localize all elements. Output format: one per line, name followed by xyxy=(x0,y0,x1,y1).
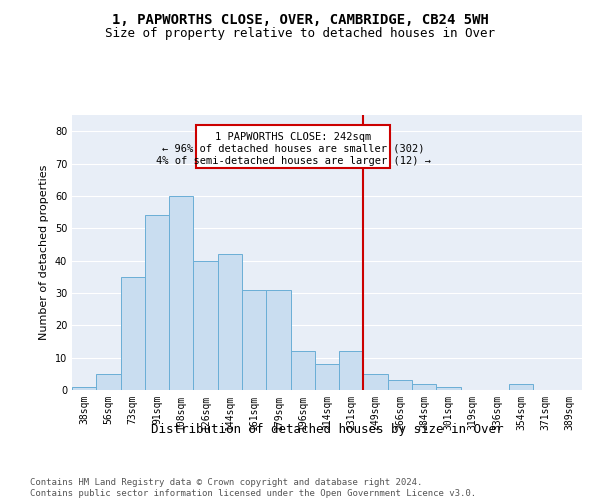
Text: 1, PAPWORTHS CLOSE, OVER, CAMBRIDGE, CB24 5WH: 1, PAPWORTHS CLOSE, OVER, CAMBRIDGE, CB2… xyxy=(112,12,488,26)
Bar xyxy=(436,387,461,390)
Text: Contains HM Land Registry data © Crown copyright and database right 2024.
Contai: Contains HM Land Registry data © Crown c… xyxy=(30,478,476,498)
Bar xyxy=(290,351,315,390)
Bar xyxy=(412,384,436,390)
Bar xyxy=(193,260,218,390)
Text: 4% of semi-detached houses are larger (12) →: 4% of semi-detached houses are larger (1… xyxy=(155,156,431,166)
FancyBboxPatch shape xyxy=(196,124,390,168)
Bar xyxy=(364,374,388,390)
Bar xyxy=(509,384,533,390)
Text: Size of property relative to detached houses in Over: Size of property relative to detached ho… xyxy=(105,28,495,40)
Bar xyxy=(96,374,121,390)
Bar xyxy=(242,290,266,390)
Text: ← 96% of detached houses are smaller (302): ← 96% of detached houses are smaller (30… xyxy=(162,144,424,154)
Y-axis label: Number of detached properties: Number of detached properties xyxy=(39,165,49,340)
Bar xyxy=(72,387,96,390)
Bar xyxy=(145,216,169,390)
Text: Distribution of detached houses by size in Over: Distribution of detached houses by size … xyxy=(151,422,503,436)
Bar xyxy=(315,364,339,390)
Bar xyxy=(218,254,242,390)
Bar xyxy=(388,380,412,390)
Bar xyxy=(169,196,193,390)
Bar xyxy=(266,290,290,390)
Bar xyxy=(339,351,364,390)
Text: 1 PAPWORTHS CLOSE: 242sqm: 1 PAPWORTHS CLOSE: 242sqm xyxy=(215,132,371,142)
Bar xyxy=(121,277,145,390)
